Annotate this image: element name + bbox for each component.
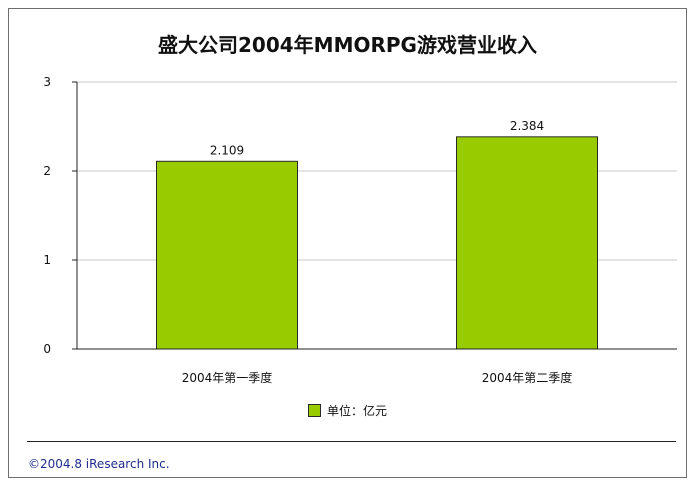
data-label: 2.109	[210, 143, 244, 157]
x-category-label: 2004年第一季度	[182, 370, 273, 385]
chart-title: 盛大公司2004年MMORPG游戏营业收入	[158, 33, 537, 57]
plot-area: 0 1 2 3 2.109 2004年第一季度 2.384 2004年第二季度	[43, 75, 677, 385]
data-label: 2.384	[510, 119, 544, 133]
legend-label: 单位：亿元	[326, 404, 387, 418]
legend-swatch	[307, 404, 321, 417]
legend: 单位：亿元	[9, 402, 686, 419]
y-tick-label: 3	[43, 75, 51, 89]
bar	[156, 160, 298, 350]
y-tick-label: 0	[43, 342, 51, 356]
bar	[456, 136, 598, 350]
x-category-label: 2004年第二季度	[482, 370, 573, 385]
footer-divider	[27, 441, 676, 442]
chart-frame: 盛大公司2004年MMORPG游戏营业收入 0 1 2 3 2.109 2004年第一季度…	[8, 8, 687, 478]
y-tick-label: 2	[43, 164, 51, 178]
y-tick-label: 1	[43, 253, 51, 267]
copyright-text: ©2004.8 iResearch Inc.	[28, 457, 170, 471]
